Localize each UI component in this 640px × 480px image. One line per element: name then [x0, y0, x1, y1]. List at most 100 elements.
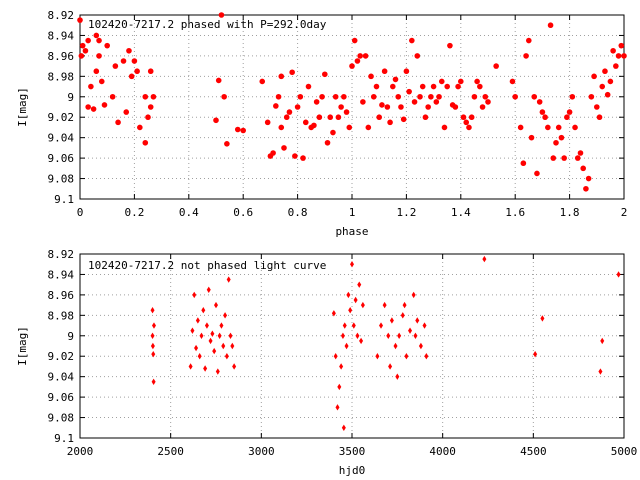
data-point [292, 153, 298, 159]
data-point [550, 155, 557, 161]
data-point [289, 69, 295, 76]
data-point [398, 104, 404, 110]
data-point [188, 363, 193, 370]
data-point [406, 88, 412, 95]
data-point [517, 124, 524, 131]
data-point [528, 134, 535, 141]
data-point [77, 17, 83, 23]
data-point [402, 301, 407, 309]
data-point [232, 363, 237, 370]
data-point [542, 114, 548, 121]
data-point [147, 104, 154, 110]
data-point [365, 124, 372, 131]
chart-title: 102420-7217.2 phased with P=292.0day [88, 18, 327, 31]
data-point [340, 332, 345, 339]
data-point [422, 114, 429, 121]
data-point [337, 383, 342, 391]
data-point [224, 141, 230, 147]
data-point [370, 93, 377, 100]
data-point [409, 37, 415, 44]
data-point [353, 296, 358, 304]
data-point [438, 78, 445, 85]
y-tick-label: 8.92 [48, 248, 75, 261]
data-point [493, 63, 499, 69]
data-point [302, 119, 309, 126]
data-point [319, 93, 325, 100]
data-point [283, 114, 290, 121]
data-point [596, 114, 603, 121]
x-tick-label: 1.6 [505, 206, 525, 219]
data-point [400, 312, 405, 319]
data-point [332, 93, 339, 100]
data-point [96, 37, 102, 44]
data-point [341, 424, 346, 431]
data-point [351, 37, 358, 44]
data-point [79, 42, 86, 49]
data-point [539, 109, 546, 115]
data-point [338, 104, 344, 110]
data-point [109, 93, 116, 100]
data-point [305, 83, 312, 90]
y-tick-label: 9.1 [54, 432, 74, 445]
data-point [88, 83, 94, 90]
data-point [594, 104, 600, 110]
data-point [190, 327, 195, 334]
x-tick-label: 2 [621, 206, 628, 219]
data-point [408, 327, 413, 334]
data-point [411, 291, 416, 299]
data-point [137, 124, 143, 131]
data-point [212, 347, 217, 355]
data-point [390, 83, 396, 90]
data-point [458, 78, 464, 85]
data-point [219, 322, 224, 329]
data-point [395, 373, 400, 380]
data-point [234, 126, 241, 133]
data-point [545, 124, 551, 131]
x-tick-label: 3000 [248, 445, 275, 458]
data-point [199, 332, 204, 339]
data-point [460, 114, 467, 121]
data-point [474, 78, 480, 85]
x-tick-label: 3500 [339, 445, 366, 458]
data-point [613, 63, 619, 69]
plot-frame [79, 14, 625, 200]
data-point [335, 404, 340, 411]
data-point [382, 301, 387, 309]
data-point [572, 124, 578, 131]
data-point [424, 353, 429, 360]
data-point [203, 365, 208, 372]
x-tick-label: 0.8 [288, 206, 308, 219]
data-point [362, 53, 369, 59]
x-tick-label: 1.2 [396, 206, 416, 219]
data-point [360, 301, 365, 309]
data-point [346, 291, 351, 299]
x-tick-label: 0.4 [179, 206, 199, 219]
x-tick-label: 1 [349, 206, 356, 219]
data-point [348, 307, 353, 314]
plot-frame [79, 253, 625, 439]
data-point [104, 42, 110, 49]
data-point [151, 322, 156, 329]
data-point [466, 124, 472, 131]
data-point [294, 104, 301, 110]
data-point [112, 63, 119, 69]
data-point [414, 53, 421, 59]
data-point [621, 53, 627, 59]
data-point [128, 73, 135, 80]
data-point [150, 342, 155, 350]
y-tick-label: 9.04 [48, 371, 75, 384]
data-point [392, 76, 399, 83]
data-point [444, 83, 451, 90]
data-point [360, 99, 366, 105]
data-point [580, 165, 586, 172]
data-point [217, 332, 222, 339]
data-point [471, 93, 478, 100]
y-tick-label: 8.94 [48, 268, 75, 281]
y-tick-label: 9.02 [48, 350, 75, 363]
data-point [346, 124, 353, 131]
data-point [123, 109, 130, 115]
x-tick-label: 0 [77, 206, 84, 219]
data-point [403, 68, 410, 75]
data-point [134, 68, 140, 75]
